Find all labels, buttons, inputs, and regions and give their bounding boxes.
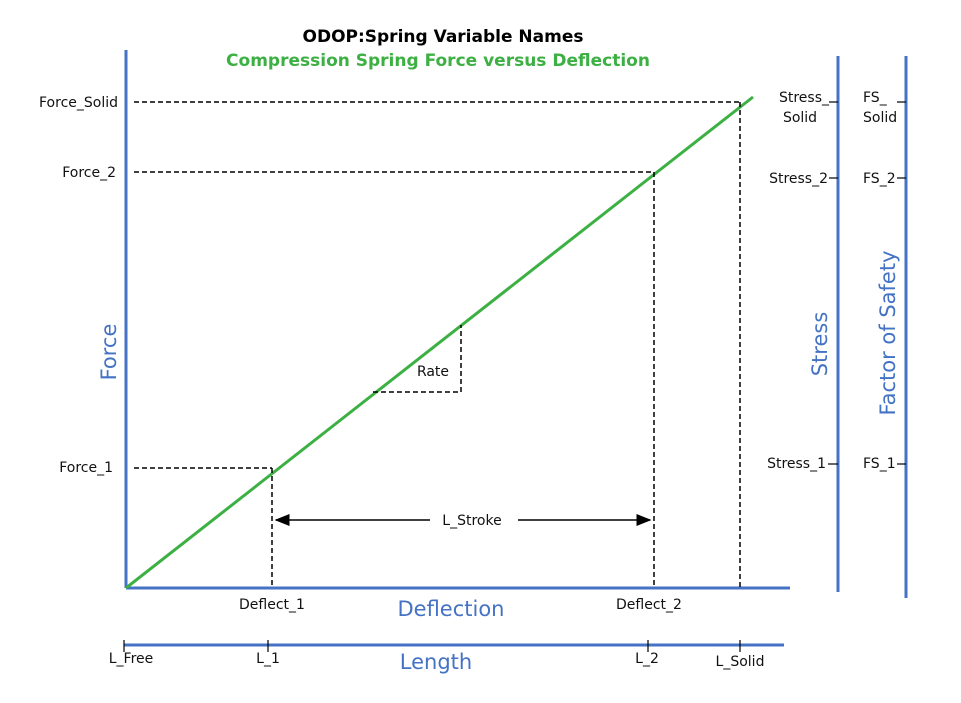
length-solid-label: L_Solid — [716, 654, 765, 670]
deflect-2-label: Deflect_2 — [616, 597, 682, 613]
fs-1-label: FS_1 — [863, 456, 896, 472]
stress-axis-title: Stress — [808, 312, 832, 377]
force-axis-title: Force — [97, 324, 121, 381]
stress-1-label: Stress_1 — [767, 456, 826, 472]
fs-2-label: FS_2 — [863, 171, 896, 187]
deflection-axis-title: Deflection — [397, 597, 504, 621]
stress-2-label: Stress_2 — [769, 171, 828, 187]
force-deflection-line — [125, 95, 754, 590]
diagram-title: ODOP:Spring Variable Names — [303, 27, 584, 47]
force-1-label: Force_1 — [59, 460, 113, 476]
stroke-label: L_Stroke — [442, 513, 501, 529]
guide-lines — [134, 101, 741, 588]
diagram-subtitle: Compression Spring Force versus Deflecti… — [226, 51, 650, 71]
force-2-label: Force_2 — [62, 165, 116, 181]
length-1-label: L_1 — [256, 651, 280, 667]
force-solid-label: Force_Solid — [39, 95, 118, 111]
fs-solid-label-2: Solid — [863, 110, 897, 126]
stress-solid-label-2: Solid — [783, 110, 817, 126]
length-axis-title: Length — [400, 650, 472, 674]
deflect-1-label: Deflect_1 — [239, 597, 305, 613]
length-2-label: L_2 — [635, 651, 659, 667]
fs-solid-label-1: FS_ — [863, 90, 888, 106]
length-free-label: L_Free — [109, 651, 154, 667]
stress-solid-label-1: Stress_ — [779, 90, 830, 106]
rate-label: Rate — [417, 364, 449, 380]
fs-axis-title: Factor of Safety — [876, 250, 900, 415]
